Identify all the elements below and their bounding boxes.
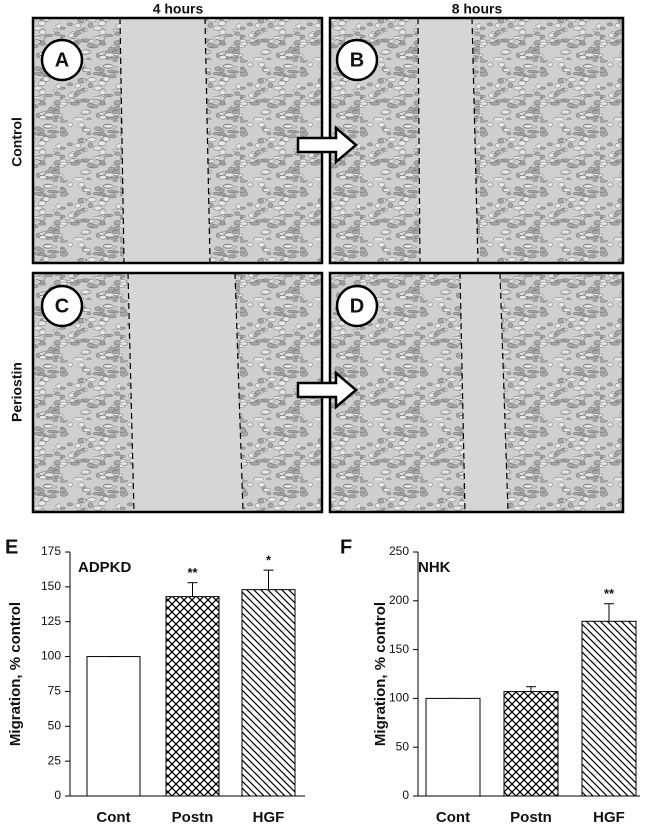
y-tick-label: 25: [48, 753, 62, 767]
y-tick-label: 0: [54, 788, 61, 802]
wound-edge: [204, 17, 211, 264]
x-tick-label: Postn: [172, 809, 214, 826]
y-axis-label: Migration, % control: [7, 602, 24, 746]
arrow: [296, 370, 358, 410]
y-axis-label: Migration, % control: [372, 602, 389, 746]
wound-edge: [417, 17, 421, 264]
panel-label: A: [55, 49, 69, 71]
y-tick-label: 175: [41, 544, 61, 558]
column-label: 4 hours: [153, 1, 204, 17]
y-tick-label: 125: [41, 614, 61, 628]
y-tick-label: 100: [41, 649, 61, 663]
y-tick-label: 150: [389, 642, 409, 656]
y-tick-label: 50: [396, 739, 410, 753]
micrographs: A B C D: [31, 16, 625, 514]
bar: [165, 596, 220, 797]
arrow: [296, 125, 358, 165]
panel-badge: [335, 284, 379, 328]
wound-gap: [128, 273, 243, 512]
bar: [425, 697, 481, 797]
panel-badge: [40, 284, 84, 328]
panel-label: D: [350, 295, 364, 317]
y-tick-label: 200: [389, 593, 409, 607]
row-label: Control: [9, 117, 25, 167]
panel-label: C: [55, 295, 69, 317]
wound-gap: [460, 273, 508, 512]
x-tick-label: Postn: [510, 809, 552, 826]
panel-label: B: [350, 49, 364, 71]
y-tick-label: 100: [389, 691, 409, 705]
panel-label: F: [340, 536, 352, 558]
row-label: Periostin: [9, 362, 25, 422]
x-tick-label: Cont: [436, 809, 470, 826]
bar: [241, 589, 296, 797]
wound-edge: [471, 17, 479, 264]
significance: **: [187, 565, 198, 580]
wound-gap: [418, 18, 478, 263]
wound-edge: [119, 17, 125, 264]
y-tick-label: 75: [48, 684, 62, 698]
column-label: 8 hours: [452, 1, 503, 17]
significance: *: [266, 553, 272, 568]
bar: [86, 656, 141, 797]
wound-gap: [120, 18, 210, 263]
y-tick-label: 250: [389, 544, 409, 558]
x-tick-label: HGF: [593, 809, 625, 826]
significance: **: [604, 586, 615, 601]
panel-badge: [335, 38, 379, 82]
y-tick-label: 50: [48, 718, 62, 732]
bar: [503, 691, 559, 797]
chart-title: ADPKD: [78, 559, 132, 576]
x-tick-label: Cont: [96, 809, 130, 826]
panel-label: E: [5, 536, 18, 558]
y-tick-label: 0: [402, 788, 409, 802]
panel-badge: [40, 38, 84, 82]
y-tick-label: 150: [41, 579, 61, 593]
chart-title: NHK: [418, 559, 451, 576]
x-tick-label: HGF: [253, 809, 285, 826]
bar: [581, 620, 637, 797]
